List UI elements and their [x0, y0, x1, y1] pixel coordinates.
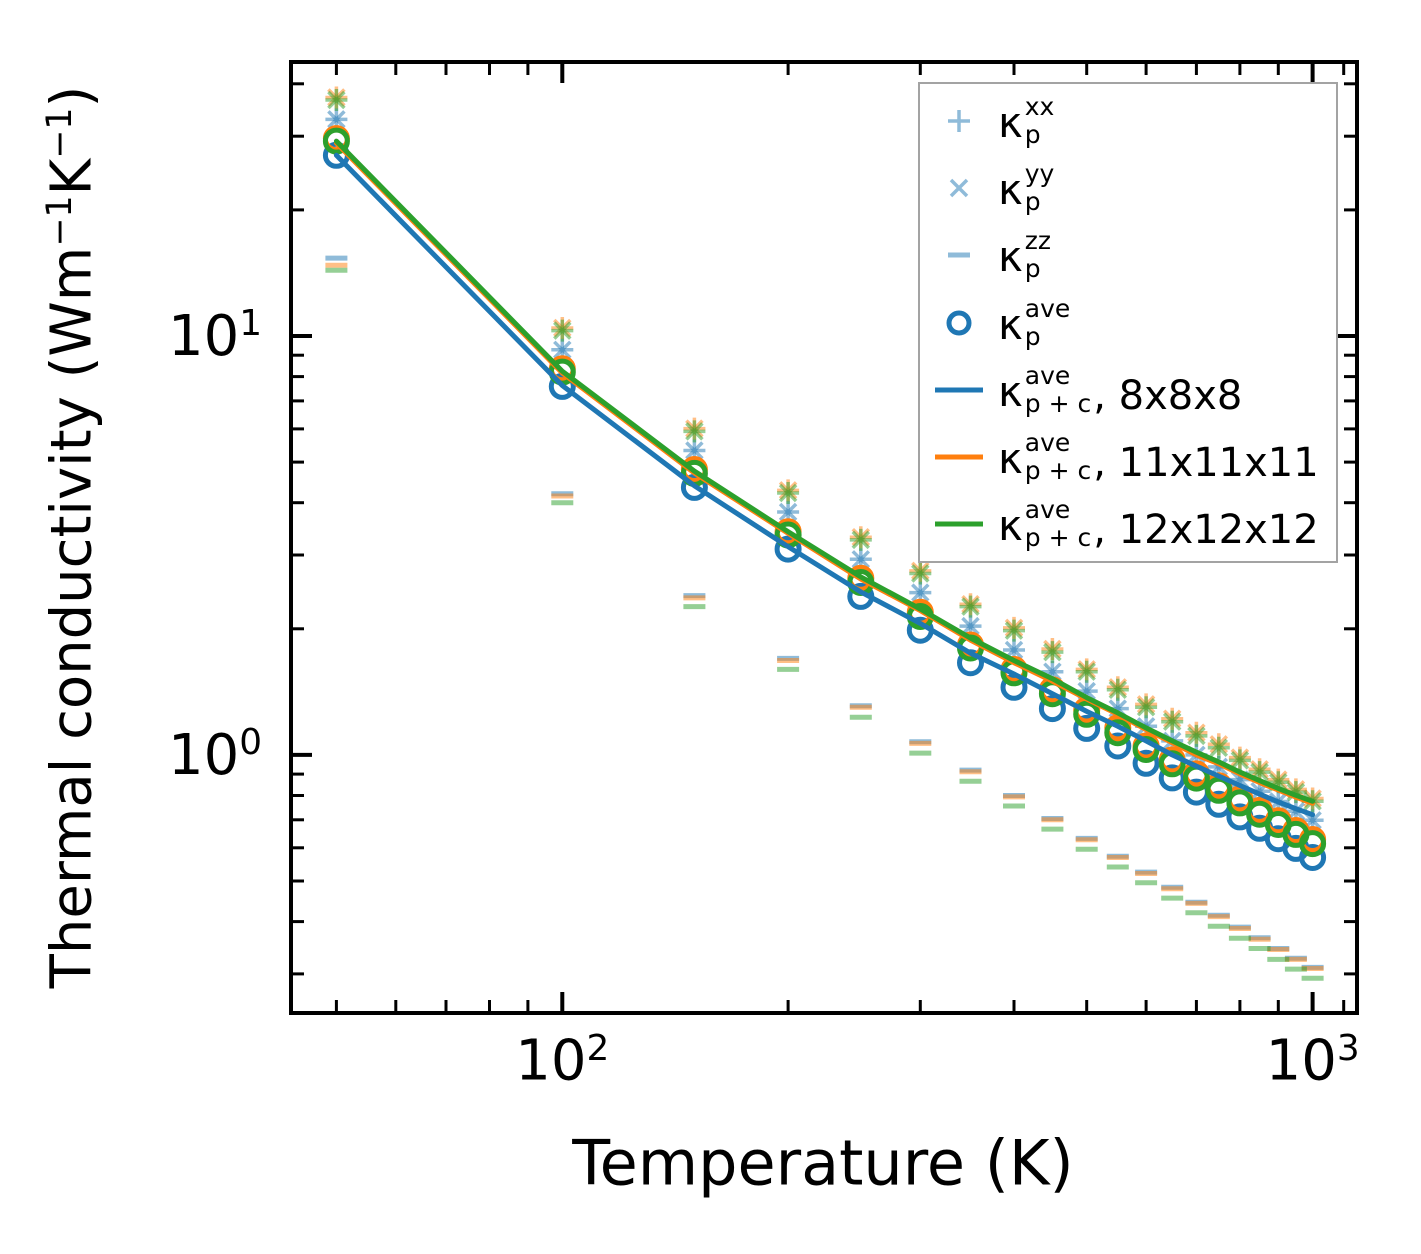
legend-label: κ ave p + c, 8x8x8: [998, 360, 1243, 419]
x-axis-label: Temperature (K): [572, 1126, 1074, 1200]
legend-line-sample-icon: [935, 387, 983, 393]
y-ticks: [291, 82, 1357, 976]
x-ticks: [334, 62, 1346, 1013]
legend-label: κ zz p: [998, 226, 1052, 284]
legend-label: κ ave p + c, 11x11x11: [998, 427, 1319, 486]
legend-marker: [920, 308, 998, 338]
legend-label: κ ave p + c, 12x12x12: [998, 494, 1319, 553]
legend-label: κ yy p: [998, 159, 1055, 217]
line-12x12x12: [333, 138, 1316, 804]
legend-plus-marker-icon: [948, 110, 970, 133]
y-axis-label: Thermal conductivity (Wm−1K−1): [39, 85, 105, 989]
x-tick-label: 103: [1265, 1028, 1360, 1094]
legend-entry-3: κ ave p: [920, 291, 1336, 355]
legend-line-sample-icon: [935, 454, 983, 460]
legend-entry-2: κ zz p: [920, 223, 1336, 287]
y-tick-label: 100: [167, 722, 262, 788]
legend-entry-4: κ ave p + c, 8x8x8: [920, 358, 1336, 422]
legend-label: κ xx p: [998, 92, 1055, 150]
y-tick-label: 101: [167, 303, 262, 369]
legend-marker: [920, 240, 998, 270]
legend-marker: [920, 173, 998, 203]
legend-entry-6: κ ave p + c, 12x12x12: [920, 492, 1336, 556]
legend-marker: [920, 375, 998, 405]
x-tick-label: 102: [515, 1028, 610, 1094]
line-8x8x8: [333, 152, 1316, 818]
legend-dash-marker-icon: [948, 252, 970, 258]
legend-marker: [920, 509, 998, 539]
legend-entry-5: κ ave p + c, 11x11x11: [920, 425, 1336, 489]
legend-line-sample-icon: [935, 521, 983, 527]
legend: κ xx p κ yy p κ zz p κ ave p κ ave p + c, 8x8x8 κ ave p +…: [918, 82, 1338, 563]
legend-circle-marker-icon: [946, 310, 972, 335]
legend-cross-marker-icon: [949, 179, 969, 198]
legend-marker: [920, 106, 998, 136]
legend-label: κ ave p: [998, 293, 1071, 351]
legend-entry-0: κ xx p: [920, 89, 1336, 153]
plot-spines: [289, 60, 1359, 1015]
legend-marker: [920, 442, 998, 472]
legend-entry-1: κ yy p: [920, 156, 1336, 220]
